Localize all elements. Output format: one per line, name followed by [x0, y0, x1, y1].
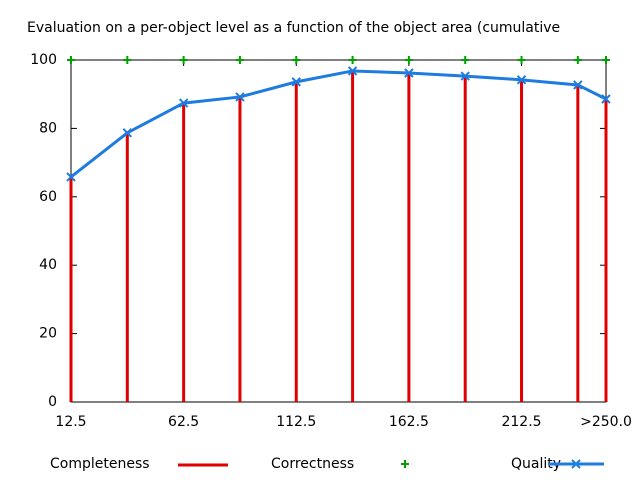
- point: [348, 56, 357, 64]
- y-tick-label: 20: [39, 326, 57, 342]
- point: [291, 77, 301, 87]
- legend-label: Quality: [511, 456, 561, 472]
- point: [122, 128, 133, 138]
- x-tick-label: 212.5: [501, 414, 541, 430]
- point: [404, 56, 413, 64]
- x-tick-label: 62.5: [168, 414, 199, 430]
- point: [573, 56, 582, 64]
- point: [66, 172, 76, 182]
- point: [67, 56, 75, 64]
- point: [347, 66, 358, 76]
- point: [235, 92, 245, 102]
- legend-label: Completeness: [50, 456, 150, 472]
- chart-title: Evaluation on a per-object level as a fu…: [27, 20, 560, 36]
- legend-label: Correctness: [271, 456, 354, 472]
- x-tick-label: 112.5: [276, 414, 316, 430]
- x-tick-label: >250.0: [580, 414, 632, 430]
- y-tick-label: 0: [48, 394, 57, 410]
- point: [517, 56, 526, 64]
- legend-swatch: [571, 459, 581, 469]
- x-tick-label: 12.5: [55, 414, 86, 430]
- point: [179, 56, 188, 64]
- point: [516, 75, 527, 85]
- y-tick-label: 40: [39, 257, 57, 273]
- point: [123, 56, 132, 64]
- point: [602, 56, 610, 64]
- x-tick-label: 162.5: [389, 414, 429, 430]
- point: [178, 98, 189, 108]
- y-tick-label: 60: [39, 189, 57, 205]
- point: [235, 56, 244, 64]
- point: [573, 80, 583, 90]
- point: [292, 56, 301, 64]
- point: [404, 68, 414, 78]
- y-tick-label: 80: [39, 120, 57, 136]
- legend-swatch: [401, 460, 409, 468]
- point: [461, 56, 470, 64]
- point: [460, 71, 470, 81]
- y-tick-label: 100: [30, 52, 57, 68]
- point: [601, 94, 611, 104]
